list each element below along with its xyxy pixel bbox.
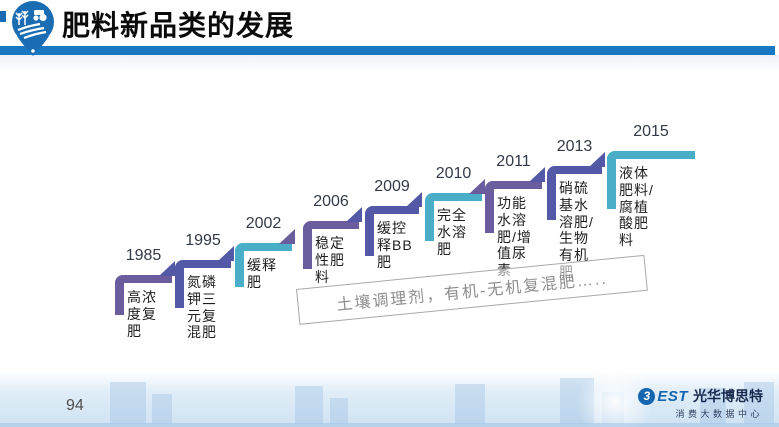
edge-decor-square xyxy=(0,11,6,22)
step-label: 氮磷 钾三 元复 混肥 xyxy=(187,274,217,341)
step-year: 2002 xyxy=(245,215,282,232)
building-shape xyxy=(110,382,146,424)
step-year: 1995 xyxy=(185,232,221,249)
step-corner xyxy=(365,206,419,256)
note-text: 土壤调理剂，有机-无机复混肥….. xyxy=(335,270,609,315)
step-label: 功能 水溶 肥/增 值尿 素 xyxy=(497,195,532,278)
brand-name: 光华博思特 xyxy=(693,388,763,404)
step-label: 缓控 释BB 肥 xyxy=(377,220,413,270)
brand-subtitle: 消费大数据中心 xyxy=(675,409,763,419)
timeline-step: 2006 稳定 性肥 料 xyxy=(303,193,362,285)
step-corner xyxy=(425,193,482,241)
timeline-step: 2010 完全 水溶 肥 xyxy=(425,165,485,257)
step-corner xyxy=(175,260,231,308)
building-shape xyxy=(700,388,726,424)
header-fade xyxy=(0,55,779,71)
building-shape xyxy=(295,386,323,424)
brand-row: 3 EST 光华博思特 xyxy=(638,386,763,406)
timeline-step: 2011 功能 水溶 肥/增 值尿 素 xyxy=(485,153,545,278)
step-year: 2006 xyxy=(313,193,349,210)
timeline-step: 1995 氮磷 钾三 元复 混肥 xyxy=(175,232,234,340)
agriculture-pin-logo-icon xyxy=(12,1,54,56)
step-label: 高浓 度复 肥 xyxy=(127,289,157,339)
step-arrow-triangle xyxy=(159,261,175,276)
step-arrow-triangle xyxy=(406,192,422,207)
building-shape xyxy=(455,384,485,424)
step-label: 完全 水溶 肥 xyxy=(437,207,467,257)
step-corner xyxy=(115,275,172,315)
step-year: 2011 xyxy=(496,153,531,170)
header-accent-bar xyxy=(0,46,775,55)
step-corner xyxy=(547,166,602,220)
step-corner xyxy=(485,181,542,233)
slide-title: 肥料新品类的发展 xyxy=(62,10,295,41)
step-label: 液体 肥料/ 腐植 酸肥 料 xyxy=(619,165,654,249)
timeline-step: 1985 高浓 度复 肥 xyxy=(115,247,175,339)
brand-circle-mark: 3 xyxy=(638,387,656,405)
timeline-step: 2002 缓释 肥 xyxy=(235,215,295,290)
step-year: 1985 xyxy=(125,247,162,264)
step-arrow-triangle xyxy=(346,207,362,222)
step-arrow-triangle xyxy=(589,152,605,167)
page-number: 94 xyxy=(66,397,84,414)
building-shape xyxy=(152,394,172,424)
step-year: 2013 xyxy=(556,138,593,155)
step-label: 稳定 性肥 料 xyxy=(315,235,345,285)
step-arrow-triangle xyxy=(279,229,295,244)
building-shape xyxy=(744,382,774,424)
step-arrow-triangle xyxy=(469,179,485,194)
step-year: 2009 xyxy=(374,178,410,195)
step-arrow-triangle xyxy=(218,246,234,261)
brand-est-text: EST xyxy=(657,387,688,405)
step-arrow-triangle xyxy=(529,167,545,182)
step-year: 2015 xyxy=(633,123,669,140)
timeline-step: 2013 硝硫 基水 溶肥/ 生物 有机 肥 xyxy=(547,138,605,280)
step-label: 缓释 肥 xyxy=(247,257,277,290)
timeline-step: 2015 液体 肥料/ 腐植 酸肥 料 xyxy=(607,123,695,248)
timeline-step: 2009 缓控 释BB 肥 xyxy=(365,178,422,270)
building-shape xyxy=(330,398,348,424)
step-corner xyxy=(235,243,292,287)
step-corner xyxy=(607,151,695,209)
brand-logo: 3 EST 光华博思特 消费大数据中心 xyxy=(638,386,763,420)
step-year: 2010 xyxy=(435,165,472,182)
step-corner xyxy=(303,221,359,269)
